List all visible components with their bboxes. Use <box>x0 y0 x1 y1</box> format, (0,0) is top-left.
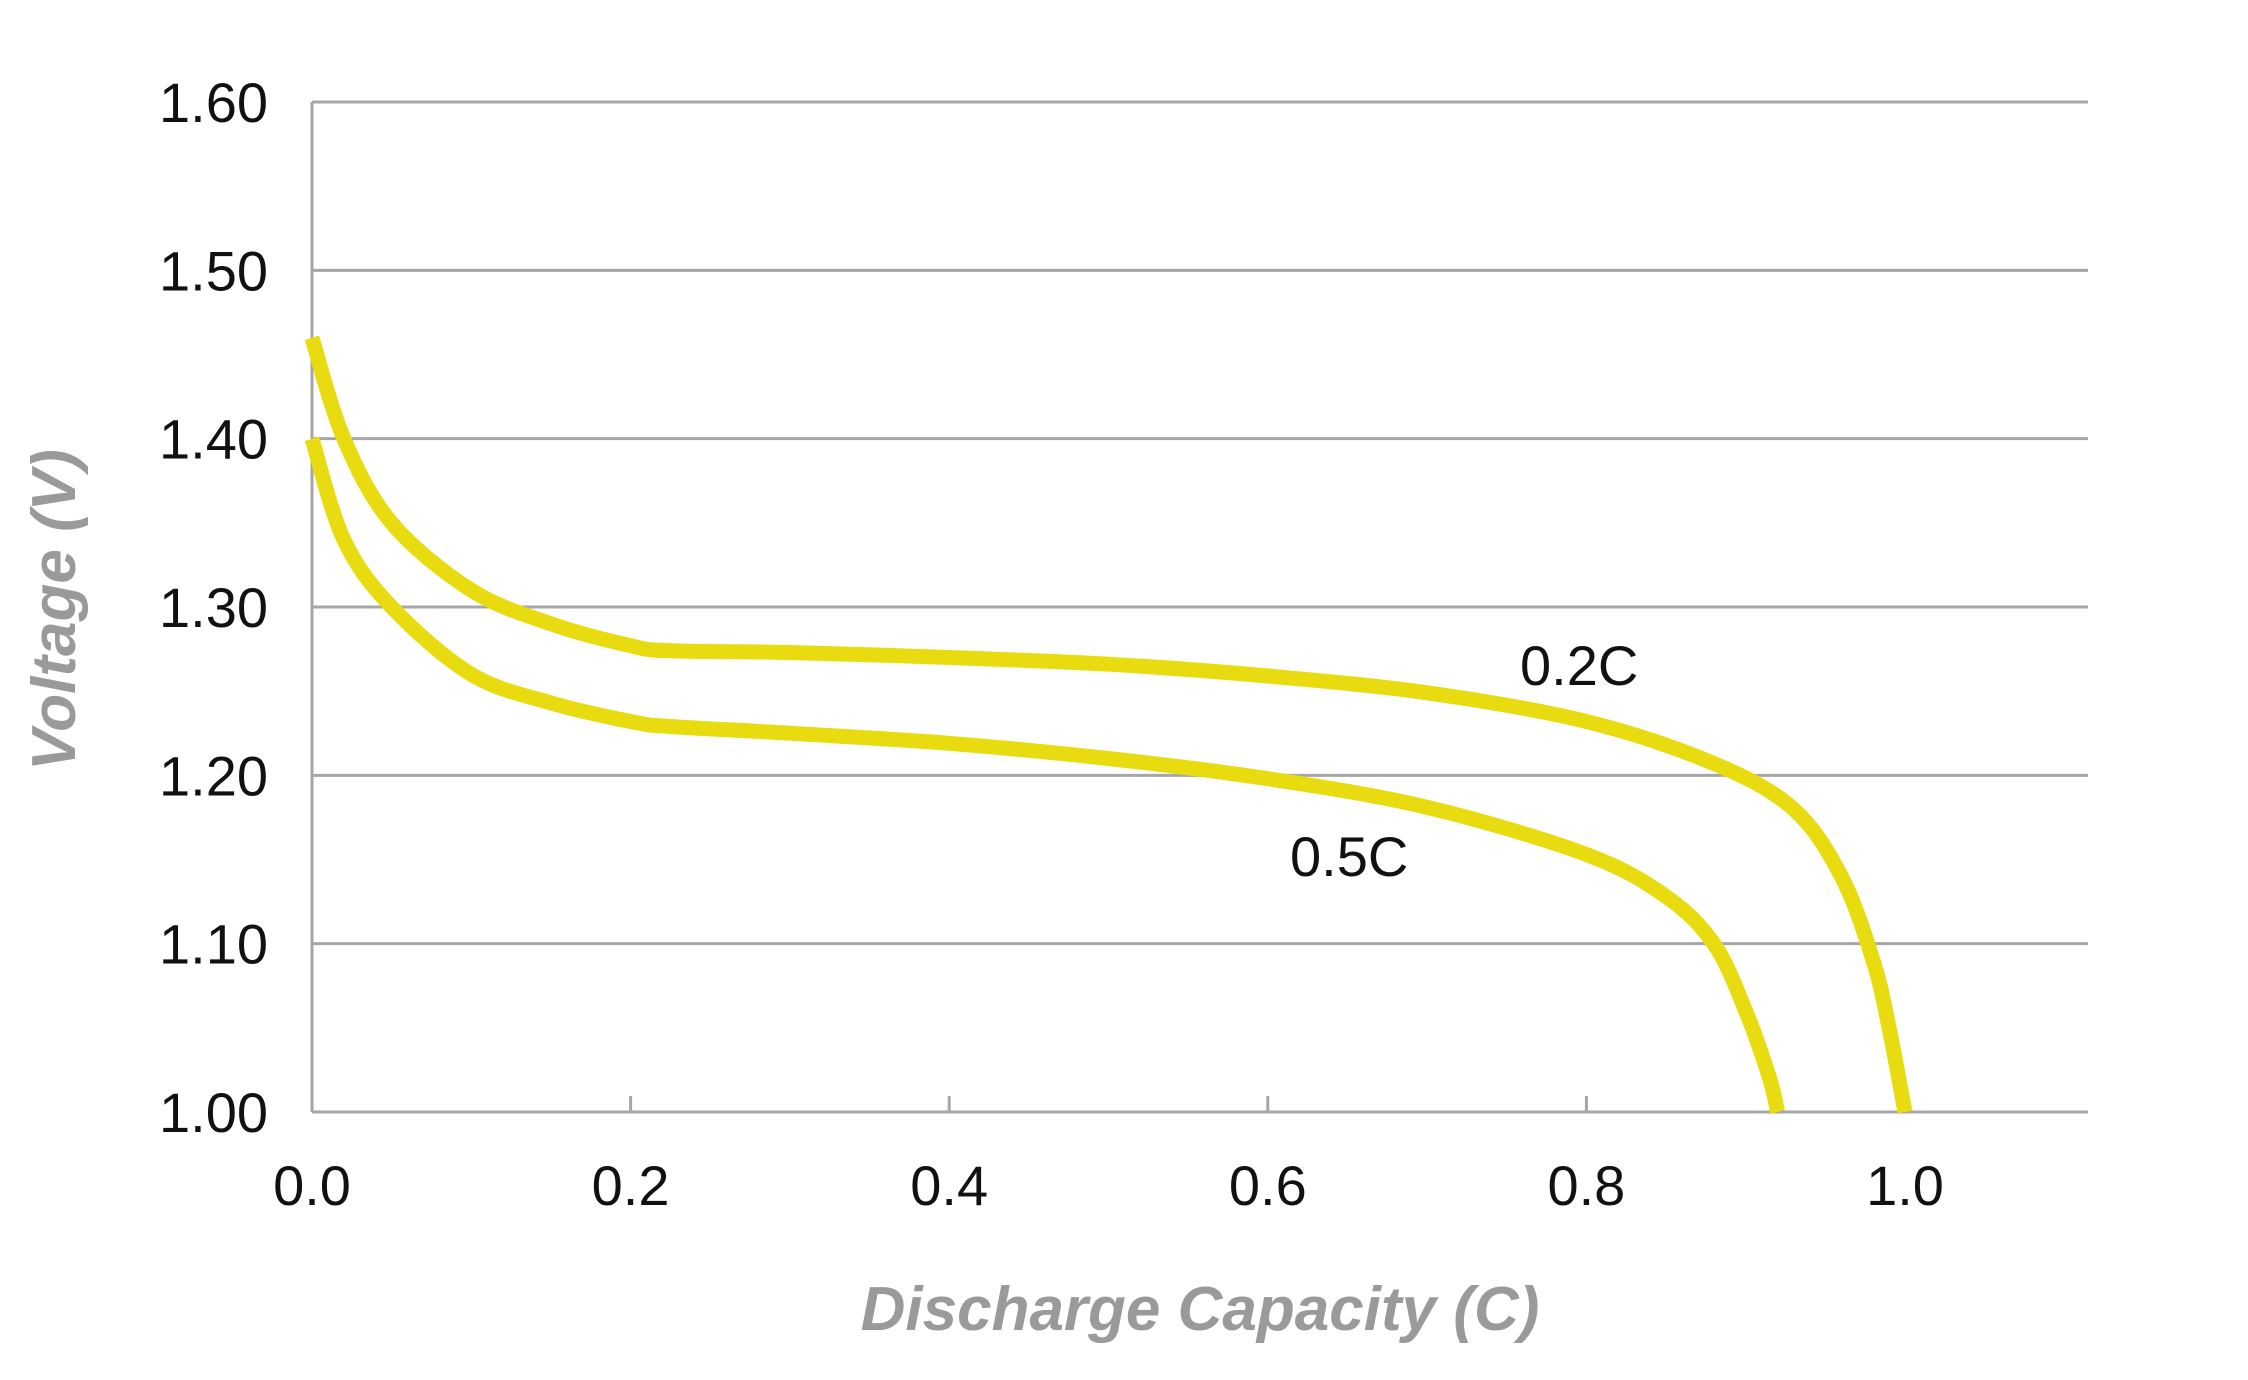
grid-layer <box>312 100 2088 1114</box>
y-tick-label: 1.20 <box>159 744 268 807</box>
x-tick-label: 0.2 <box>592 1154 670 1217</box>
series-label-05c: 0.5C <box>1290 825 1408 888</box>
series-line-02c <box>304 335 1913 1114</box>
series-line-05c <box>304 436 1785 1114</box>
y-tick-label: 1.30 <box>159 576 268 639</box>
y-tick-label: 1.50 <box>159 239 268 302</box>
y-tick-label: 1.60 <box>159 71 268 134</box>
y-tick-label: 1.40 <box>159 408 268 471</box>
y-tick-label: 1.10 <box>159 913 268 976</box>
series-label-02c: 0.2C <box>1520 634 1638 697</box>
x-tick-label: 0.4 <box>910 1154 988 1217</box>
x-tick-label: 0.8 <box>1547 1154 1625 1217</box>
series-layer <box>304 335 1913 1114</box>
x-tick-label: 0.0 <box>273 1154 351 1217</box>
y-tick-label: 1.00 <box>159 1081 268 1144</box>
x-tick-label: 0.6 <box>1229 1154 1307 1217</box>
x-axis-title: Discharge Capacity (C) <box>861 1275 1540 1344</box>
label-layer: 1.00 1.10 1.20 1.30 1.40 1.50 1.60 0.0 0.2 0.4 0.6… <box>159 71 1944 1217</box>
y-axis-title: Voltage (V) <box>20 449 89 771</box>
x-tick-label: 1.0 <box>1866 1154 1944 1217</box>
